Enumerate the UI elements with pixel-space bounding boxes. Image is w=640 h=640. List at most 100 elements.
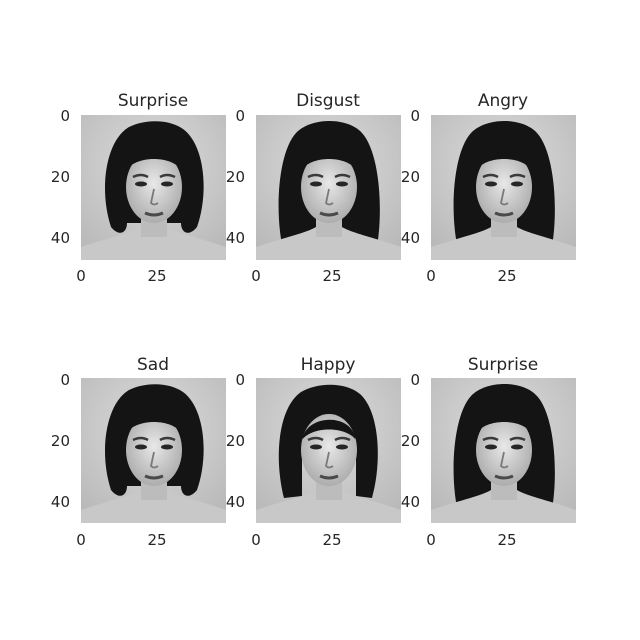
mouth xyxy=(319,474,339,480)
x-tick-label: 25 xyxy=(497,531,517,549)
left-eye xyxy=(485,444,497,450)
right-eyebrow xyxy=(159,436,176,442)
face-image-panel xyxy=(431,115,576,260)
mouth xyxy=(494,211,514,217)
right-eye xyxy=(511,444,523,450)
face xyxy=(476,151,532,223)
mouth xyxy=(319,211,339,217)
shoulders xyxy=(81,227,226,260)
face xyxy=(301,414,357,486)
nose xyxy=(325,451,334,469)
face-image xyxy=(256,115,401,260)
y-tick-label: 0 xyxy=(235,107,245,125)
right-eyebrow xyxy=(159,173,176,179)
nose xyxy=(150,188,159,206)
right-eyebrow xyxy=(509,173,526,179)
x-tick-label: 0 xyxy=(251,531,261,549)
shoulders xyxy=(256,490,401,523)
y-tick-label: 0 xyxy=(60,107,70,125)
x-tick-label: 25 xyxy=(147,531,167,549)
face-image xyxy=(431,115,576,260)
left-eyebrow xyxy=(482,436,499,442)
fringe xyxy=(302,419,356,440)
left-eye xyxy=(135,181,147,187)
x-tick-label: 0 xyxy=(426,267,436,285)
face-image xyxy=(81,378,226,523)
right-eye xyxy=(161,444,173,450)
shoulders xyxy=(256,227,401,260)
y-tick-label: 20 xyxy=(400,432,420,450)
y-tick-label: 40 xyxy=(225,493,245,511)
left-eyebrow xyxy=(307,436,324,442)
left-eyebrow xyxy=(482,173,499,179)
y-tick-label: 0 xyxy=(60,371,70,389)
fringe xyxy=(126,150,182,171)
right-eye xyxy=(511,181,523,187)
panel-title: Sad xyxy=(137,355,169,375)
y-tick-label: 40 xyxy=(400,229,420,247)
right-eyebrow xyxy=(334,173,351,179)
right-eye xyxy=(336,444,348,450)
face-image-panel xyxy=(431,378,576,523)
panel-title: Angry xyxy=(477,91,529,111)
face xyxy=(126,151,182,223)
left-eye xyxy=(485,181,497,187)
face-image xyxy=(256,378,401,523)
face xyxy=(126,414,182,486)
nose xyxy=(150,451,159,469)
shoulders xyxy=(431,490,576,523)
panel-title: Surprise xyxy=(467,355,539,375)
fringe xyxy=(301,150,357,171)
panel-title: Surprise xyxy=(117,91,189,111)
shoulders xyxy=(431,227,576,260)
y-tick-label: 20 xyxy=(50,168,70,186)
left-eyebrow xyxy=(307,173,324,179)
y-tick-label: 40 xyxy=(50,229,70,247)
right-eyebrow xyxy=(334,436,351,442)
panel-title: Happy xyxy=(300,355,356,375)
right-eyebrow xyxy=(509,436,526,442)
x-tick-label: 25 xyxy=(147,267,167,285)
y-tick-label: 0 xyxy=(235,371,245,389)
y-tick-label: 40 xyxy=(400,493,420,511)
y-tick-label: 20 xyxy=(225,168,245,186)
right-eye xyxy=(336,181,348,187)
fringe xyxy=(476,150,532,171)
face-image-panel xyxy=(81,378,226,523)
shoulders xyxy=(81,490,226,523)
hair xyxy=(278,384,378,498)
mouth xyxy=(144,211,164,217)
x-tick-label: 0 xyxy=(251,267,261,285)
y-tick-label: 20 xyxy=(225,432,245,450)
x-tick-label: 0 xyxy=(76,267,86,285)
face-image-panel xyxy=(81,115,226,260)
x-tick-label: 0 xyxy=(76,531,86,549)
x-tick-label: 0 xyxy=(426,531,436,549)
face-image xyxy=(81,115,226,260)
face xyxy=(301,151,357,223)
y-tick-label: 20 xyxy=(50,432,70,450)
nose xyxy=(500,451,509,469)
x-tick-label: 25 xyxy=(322,531,342,549)
y-tick-label: 20 xyxy=(400,168,420,186)
fringe xyxy=(476,413,532,434)
mouth xyxy=(494,474,514,480)
fringe xyxy=(126,413,182,434)
y-tick-label: 0 xyxy=(410,107,420,125)
y-tick-label: 40 xyxy=(225,229,245,247)
left-eye xyxy=(310,181,322,187)
face-image-panel xyxy=(256,378,401,523)
y-tick-label: 0 xyxy=(410,371,420,389)
x-tick-label: 25 xyxy=(497,267,517,285)
left-eyebrow xyxy=(132,436,149,442)
left-eyebrow xyxy=(132,173,149,179)
nose xyxy=(325,188,334,206)
face xyxy=(476,414,532,486)
left-eye xyxy=(135,444,147,450)
x-tick-label: 25 xyxy=(322,267,342,285)
face-image-panel xyxy=(256,115,401,260)
y-tick-label: 40 xyxy=(50,493,70,511)
face-image xyxy=(431,378,576,523)
left-eye xyxy=(310,444,322,450)
